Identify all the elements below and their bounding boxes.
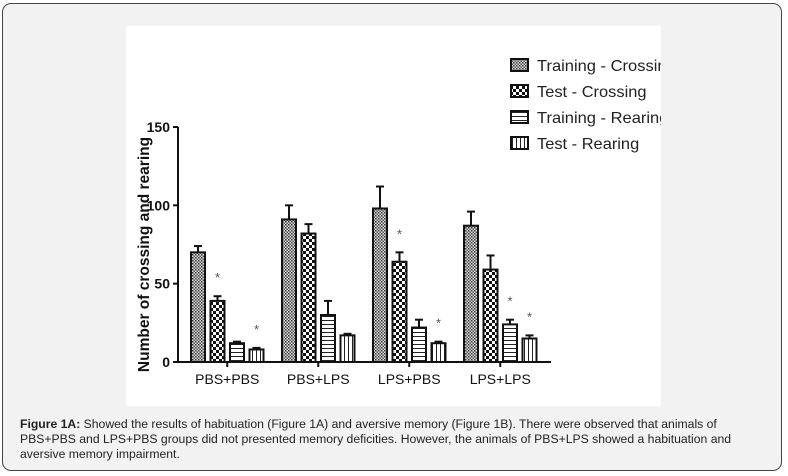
chart-panel: 0 50 100 150 Number of crossing and rearing P… bbox=[126, 26, 661, 406]
legend-label: Test - Crossing bbox=[537, 84, 647, 101]
bar bbox=[482, 268, 499, 363]
bar bbox=[281, 218, 297, 363]
bar bbox=[209, 299, 226, 363]
y-tick-label: 0 bbox=[162, 354, 170, 370]
bar bbox=[320, 314, 336, 363]
y-tick-label: 100 bbox=[147, 197, 171, 213]
x-tick-label: LPS+LPS bbox=[470, 371, 531, 387]
x-tick-label: PBS+LPS bbox=[287, 371, 350, 387]
significance-marker: * bbox=[527, 309, 532, 324]
y-tick-label: 150 bbox=[147, 119, 171, 135]
bar bbox=[248, 348, 265, 364]
legend-swatch bbox=[510, 84, 529, 98]
bar bbox=[190, 251, 206, 363]
legend-label: Test - Rearing bbox=[537, 136, 639, 153]
bar bbox=[339, 334, 356, 364]
bar bbox=[229, 342, 245, 364]
bar bbox=[430, 342, 447, 364]
y-axis-label: Number of crossing and rearing bbox=[136, 137, 153, 372]
y-tick-label: 50 bbox=[154, 276, 170, 292]
bar bbox=[391, 260, 408, 364]
bar bbox=[411, 326, 427, 363]
caption-label: Figure 1A: bbox=[20, 417, 81, 431]
significance-marker: * bbox=[397, 226, 402, 241]
legend-label: Training - Crossing bbox=[537, 58, 661, 75]
figure-caption: Figure 1A: Showed the results of habitua… bbox=[20, 417, 770, 462]
x-tick-label: PBS+PBS bbox=[195, 371, 259, 387]
bar bbox=[372, 207, 388, 363]
legend-label: Training - Rearing bbox=[537, 110, 661, 127]
significance-marker: * bbox=[254, 322, 259, 337]
legend-swatch bbox=[510, 110, 529, 124]
bar bbox=[521, 337, 538, 363]
significance-marker: * bbox=[507, 294, 512, 309]
x-tick-label: LPS+PBS bbox=[378, 371, 441, 387]
significance-marker: * bbox=[436, 316, 441, 331]
bar bbox=[502, 323, 518, 363]
bar bbox=[300, 232, 317, 363]
legend-swatch bbox=[510, 136, 529, 150]
bar-chart: 0 50 100 150 Number of crossing and rearing P… bbox=[136, 58, 661, 387]
caption-text: Showed the results of habituation (Figur… bbox=[20, 417, 732, 461]
legend-swatch bbox=[510, 58, 529, 72]
bar bbox=[463, 224, 479, 363]
significance-marker: * bbox=[215, 270, 220, 285]
